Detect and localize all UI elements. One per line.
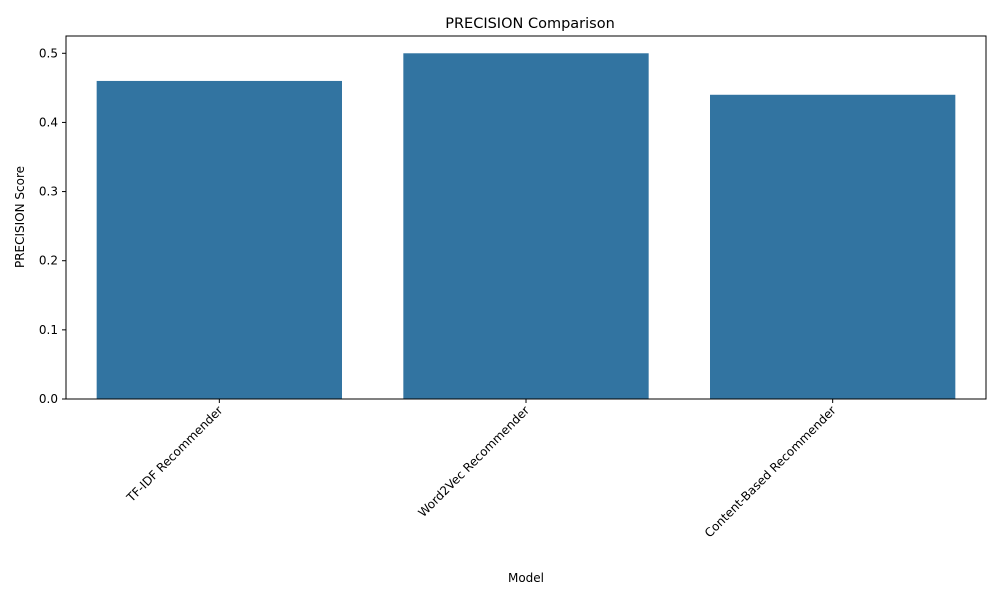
bar	[403, 53, 649, 400]
x-tick-label: Word2Vec Recommender	[415, 403, 532, 520]
bar	[710, 94, 956, 400]
y-tick-label: 0.0	[39, 392, 58, 406]
bars-group	[96, 53, 956, 400]
x-axis-label: Model	[508, 571, 544, 585]
y-axis-label: PRECISION Score	[13, 166, 27, 268]
y-tick-label: 0.5	[39, 46, 58, 60]
x-tick-label: TF-IDF Recommender	[123, 403, 225, 505]
y-tick-label: 0.1	[39, 323, 58, 337]
y-tick-label: 0.3	[39, 185, 58, 199]
x-tick-label: Content-Based Recommender	[702, 403, 839, 540]
x-axis-ticks: TF-IDF Recommender Word2Vec Recommender Co…	[123, 399, 839, 540]
chart-title: PRECISION Comparison	[445, 16, 615, 32]
y-tick-label: 0.4	[39, 115, 58, 129]
y-tick-label: 0.2	[39, 254, 58, 268]
plot-frame	[65, 35, 987, 400]
bar	[96, 80, 343, 399]
y-axis-ticks: 0.0 0.1 0.2 0.3 0.4 0.5	[39, 46, 66, 406]
